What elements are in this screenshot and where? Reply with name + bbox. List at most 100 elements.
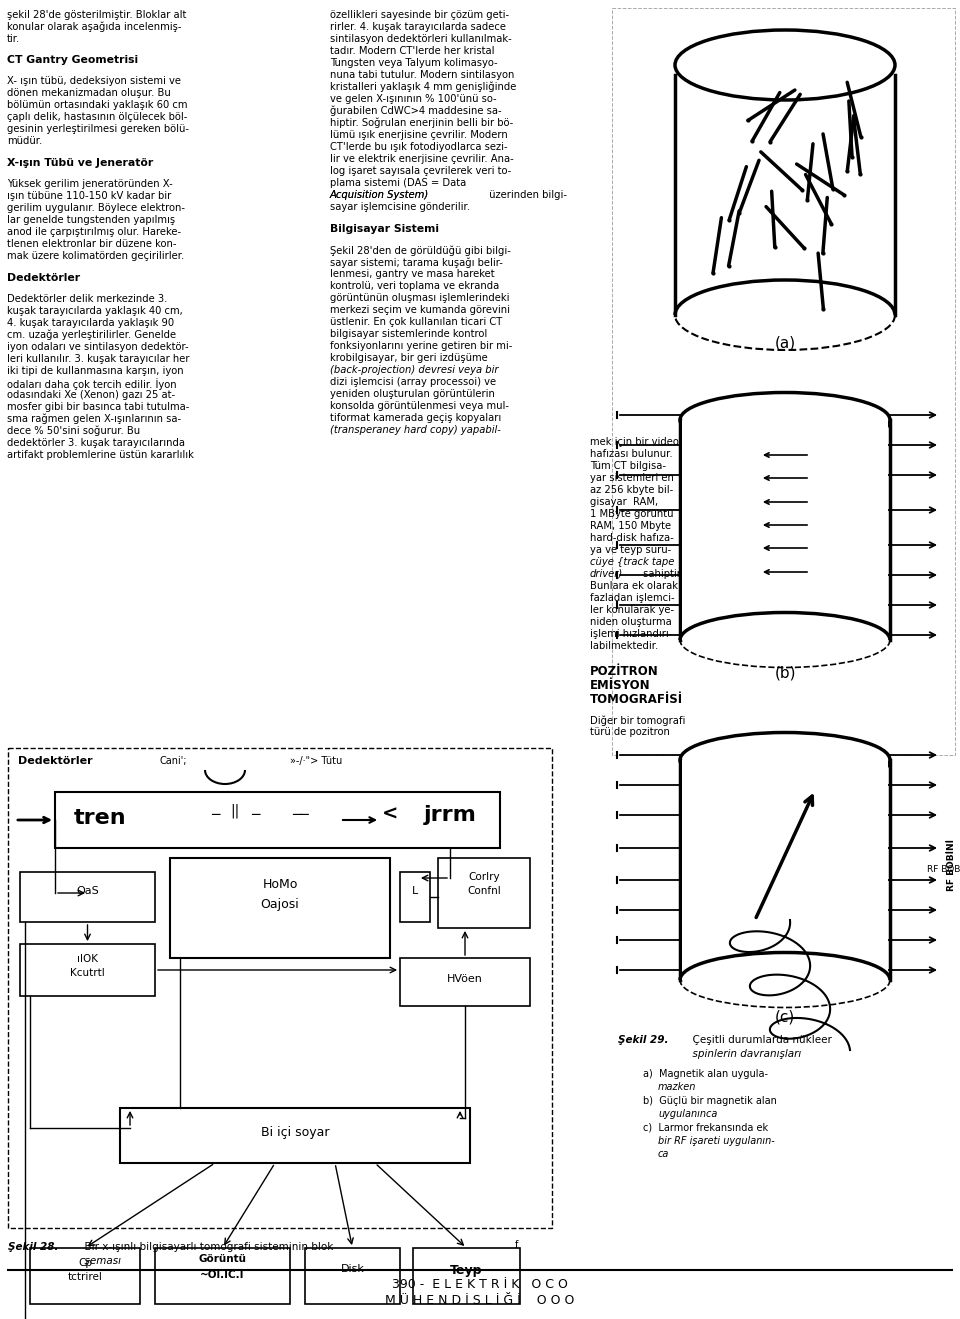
Text: yeniden oluşturulan görüntülerin: yeniden oluşturulan görüntülerin <box>330 389 494 400</box>
Bar <box>400 958 530 1006</box>
Text: Bunlara ek olarak: Bunlara ek olarak <box>590 580 678 591</box>
Text: tctrirel: tctrirel <box>67 1272 103 1282</box>
Bar <box>682 760 888 980</box>
Text: müdür.: müdür. <box>7 136 42 146</box>
Text: gerilim uygulanır. Böylece elektron-: gerilim uygulanır. Böylece elektron- <box>7 203 185 212</box>
Text: spinlerin davranışları: spinlerin davranışları <box>686 1049 802 1059</box>
Text: 1 MByte görüntü: 1 MByte görüntü <box>590 509 674 518</box>
Text: labilmektedir.: labilmektedir. <box>590 641 659 652</box>
Text: Şekil 29.: Şekil 29. <box>618 1035 668 1045</box>
Text: tren: tren <box>74 809 127 828</box>
Ellipse shape <box>675 30 895 100</box>
Text: rirler. 4. kuşak tarayıcılarda sadece: rirler. 4. kuşak tarayıcılarda sadece <box>330 22 506 32</box>
Text: ışın tübüne 110-150 kV kadar bir: ışın tübüne 110-150 kV kadar bir <box>7 191 171 200</box>
Text: dizi işlemcisi (array processoi) ve: dizi işlemcisi (array processoi) ve <box>330 377 496 386</box>
Text: 390 -  E L E K T R İ K   O C O: 390 - E L E K T R İ K O C O <box>392 1278 568 1291</box>
Text: çaplı delik, hastasının ölçülecek böl-: çaplı delik, hastasının ölçülecek böl- <box>7 112 187 121</box>
Text: bir RF işareti uygulanın-: bir RF işareti uygulanın- <box>658 1136 775 1146</box>
Text: Diğer bir tomografi: Diğer bir tomografi <box>590 715 685 725</box>
Text: X-ışın Tübü ve Jeneratör: X-ışın Tübü ve Jeneratör <box>7 158 154 168</box>
Ellipse shape <box>680 732 890 787</box>
Text: üzerinden bilgi-: üzerinden bilgi- <box>486 190 567 200</box>
Text: (transperaney hard copy) yapabil-: (transperaney hard copy) yapabil- <box>330 425 501 435</box>
Text: görüntünün oluşması işlemlerindeki: görüntünün oluşması işlemlerindeki <box>330 293 510 303</box>
Text: bölümün ortasındaki yaklaşık 60 cm: bölümün ortasındaki yaklaşık 60 cm <box>7 100 187 109</box>
Text: konular olarak aşağıda incelenmiş-: konular olarak aşağıda incelenmiş- <box>7 22 181 33</box>
Text: niden oluşturma: niden oluşturma <box>590 617 672 627</box>
Text: fazladan işlemci-: fazladan işlemci- <box>590 594 675 603</box>
Text: RF BOBİNİ: RF BOBİNİ <box>927 865 960 874</box>
Text: (b): (b) <box>775 665 796 681</box>
Text: özellikleri sayesinde bir çözüm geti-: özellikleri sayesinde bir çözüm geti- <box>330 11 509 20</box>
Text: mosfer gibi bir basınca tabi tutulma-: mosfer gibi bir basınca tabi tutulma- <box>7 402 189 412</box>
Bar <box>8 748 552 1228</box>
Text: mazken: mazken <box>658 1082 696 1092</box>
Text: cüye {track tape: cüye {track tape <box>590 557 674 567</box>
Text: f: f <box>515 1240 518 1250</box>
Text: odaları daha çok tercih edilir. İyon: odaları daha çok tercih edilir. İyon <box>7 379 177 390</box>
Text: gisayar  RAM,: gisayar RAM, <box>590 497 659 506</box>
Text: b)  Güçlü bir magnetik alan: b) Güçlü bir magnetik alan <box>643 1096 777 1107</box>
Text: Görüntü: Görüntü <box>199 1254 247 1264</box>
Text: <: < <box>382 805 398 824</box>
Text: ler konularak ye-: ler konularak ye- <box>590 605 674 615</box>
Text: ılOK: ılOK <box>77 954 98 964</box>
Text: TOMOGRAFİSİ: TOMOGRAFİSİ <box>590 692 684 706</box>
Text: ||: || <box>230 803 240 818</box>
Text: ca: ca <box>658 1149 669 1159</box>
Text: Teyp: Teyp <box>450 1264 483 1277</box>
Text: türü de pozitron: türü de pozitron <box>590 727 670 737</box>
Text: kontrolü, veri toplama ve ekranda: kontrolü, veri toplama ve ekranda <box>330 281 499 291</box>
Text: driver): driver) <box>590 568 623 579</box>
Text: cm. uzağa yerleştirilirler. Genelde: cm. uzağa yerleştirilirler. Genelde <box>7 330 176 340</box>
Text: merkezi seçim ve kumanda görevini: merkezi seçim ve kumanda görevini <box>330 305 510 315</box>
Text: Cani';: Cani'; <box>160 756 187 766</box>
Text: Dedektörler delik merkezinde 3.: Dedektörler delik merkezinde 3. <box>7 294 167 303</box>
Text: log işaret sayısala çevrilerek veri to-: log işaret sayısala çevrilerek veri to- <box>330 166 512 175</box>
Bar <box>20 872 155 922</box>
Text: tlenen elektronlar bir düzene kon-: tlenen elektronlar bir düzene kon- <box>7 239 177 249</box>
Text: ─: ─ <box>251 809 259 822</box>
Text: Şekil 28.: Şekil 28. <box>8 1242 59 1252</box>
Bar <box>30 1248 140 1304</box>
Text: az 256 kbyte bil-: az 256 kbyte bil- <box>590 485 673 495</box>
Text: dönen mekanizmadan oluşur. Bu: dönen mekanizmadan oluşur. Bu <box>7 88 171 98</box>
Text: Acquisition System): Acquisition System) <box>330 190 429 200</box>
Ellipse shape <box>680 393 890 447</box>
Text: artifakt problemlerine üstün kararlılık: artifakt problemlerine üstün kararlılık <box>7 450 194 460</box>
Text: Bi içi soyar: Bi içi soyar <box>261 1126 329 1140</box>
Text: POZİTRON: POZİTRON <box>590 665 659 678</box>
Text: jrrm: jrrm <box>423 805 476 824</box>
Text: lenmesi, gantry ve masa hareket: lenmesi, gantry ve masa hareket <box>330 269 494 280</box>
Text: L: L <box>412 886 419 896</box>
Text: nuna tabi tutulur. Modern sintilasyon: nuna tabi tutulur. Modern sintilasyon <box>330 70 515 80</box>
Bar <box>612 8 955 754</box>
Text: Kcutrtl: Kcutrtl <box>70 968 105 977</box>
Text: kuşak tarayıcılarda yaklaşık 40 cm,: kuşak tarayıcılarda yaklaşık 40 cm, <box>7 306 182 317</box>
Text: (a): (a) <box>775 335 796 350</box>
Text: ~Ol.IC.I: ~Ol.IC.I <box>201 1270 245 1279</box>
Text: lar genelde tungstenden yapılmış: lar genelde tungstenden yapılmış <box>7 215 175 226</box>
Text: üstlenir. En çok kullanılan ticari CT: üstlenir. En çok kullanılan ticari CT <box>330 317 502 327</box>
Text: Şekil 28'den de görüldüğü gibi bilgi-: Şekil 28'den de görüldüğü gibi bilgi- <box>330 245 511 256</box>
Bar <box>400 872 430 922</box>
Text: HoMo: HoMo <box>262 878 298 892</box>
Text: RF BOBİNİ: RF BOBİNİ <box>948 839 956 892</box>
Text: EMİSYON: EMİSYON <box>590 679 651 692</box>
Text: krobilgisayar, bir geri izdüşüme: krobilgisayar, bir geri izdüşüme <box>330 353 488 363</box>
Text: sahiptir.: sahiptir. <box>640 568 684 579</box>
Text: Bir x-ışınlı bilgisayarlı tomografi sisteminin blok: Bir x-ışınlı bilgisayarlı tomografi sist… <box>78 1242 333 1252</box>
Text: dece % 50'sini soğurur. Bu: dece % 50'sini soğurur. Bu <box>7 426 140 437</box>
Bar <box>677 75 893 315</box>
Text: tir.: tir. <box>7 34 20 44</box>
Text: Corlry: Corlry <box>468 872 500 882</box>
Bar <box>413 1248 520 1304</box>
Text: Yüksek gerilim jeneratöründen X-: Yüksek gerilim jeneratöründen X- <box>7 179 173 189</box>
Text: ──: ── <box>292 809 308 822</box>
Text: lir ve elektrik enerjisine çevrilir. Ana-: lir ve elektrik enerjisine çevrilir. Ana… <box>330 154 514 164</box>
Text: tiformat kamerada geçiş kopyaları: tiformat kamerada geçiş kopyaları <box>330 413 501 423</box>
Text: odasındaki Xe (Xenon) gazı 25 at-: odasındaki Xe (Xenon) gazı 25 at- <box>7 390 175 400</box>
Text: dedektörler 3. kuşak tarayıcılarında: dedektörler 3. kuşak tarayıcılarında <box>7 438 185 448</box>
Text: RAM, 150 Mbyte: RAM, 150 Mbyte <box>590 521 671 532</box>
Text: plama sistemi (DAS = Data: plama sistemi (DAS = Data <box>330 178 467 189</box>
